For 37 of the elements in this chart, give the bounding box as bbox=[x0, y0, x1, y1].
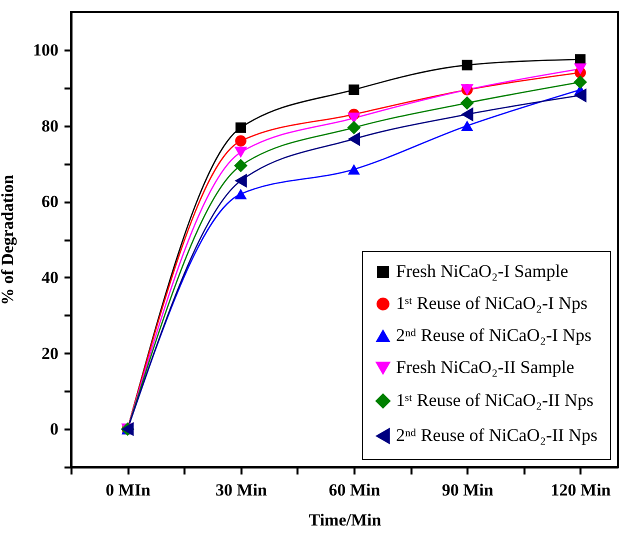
point bbox=[574, 88, 586, 102]
x-tick-label: 60 Min bbox=[328, 480, 381, 500]
y-tick-label: 60 bbox=[42, 192, 58, 212]
point bbox=[234, 188, 247, 200]
point bbox=[235, 135, 246, 147]
point bbox=[348, 164, 360, 175]
x-tick-label: 90 Min bbox=[442, 480, 494, 500]
legend-label: Fresh NiCaO₂-II Sample bbox=[396, 357, 574, 377]
x-tick-label: 30 Min bbox=[216, 480, 268, 500]
point bbox=[460, 96, 474, 110]
y-tick-label: 20 bbox=[42, 344, 58, 363]
legend-label: 2ⁿᵈ Reuse of NiCaO₂-I Nps bbox=[396, 325, 592, 345]
x-tick-label: 0 MIn bbox=[106, 480, 152, 500]
point bbox=[234, 146, 248, 158]
y-tick-label: 0 bbox=[50, 420, 58, 439]
point bbox=[461, 120, 474, 131]
point bbox=[348, 84, 360, 95]
x-axis-title: Time/Min bbox=[308, 510, 382, 530]
point bbox=[462, 60, 472, 70]
y-tick-label: 40 bbox=[42, 268, 58, 287]
point bbox=[234, 158, 248, 172]
point bbox=[234, 174, 247, 188]
point bbox=[460, 107, 474, 122]
legend-label: 2ⁿᵈ Reuse of NiCaO₂-II Nps bbox=[396, 425, 598, 445]
point bbox=[348, 132, 360, 146]
legend-label: Fresh NiCaO₂-I Sample bbox=[396, 261, 568, 281]
point bbox=[574, 63, 587, 74]
point bbox=[347, 120, 361, 134]
point bbox=[575, 54, 586, 65]
legend-label: 1ˢᵗ Reuse of NiCaO₂-I Nps bbox=[396, 293, 588, 313]
legend-label: 1ˢᵗ Reuse of NiCaO₂-II Nps bbox=[396, 390, 594, 410]
y-tick-label: 100 bbox=[33, 40, 58, 60]
x-tick-label: 120 Min bbox=[550, 480, 612, 500]
point bbox=[236, 122, 246, 133]
point bbox=[574, 75, 588, 89]
y-tick-label: 80 bbox=[42, 116, 58, 136]
y-axis-title: % of Degradation bbox=[0, 174, 17, 306]
